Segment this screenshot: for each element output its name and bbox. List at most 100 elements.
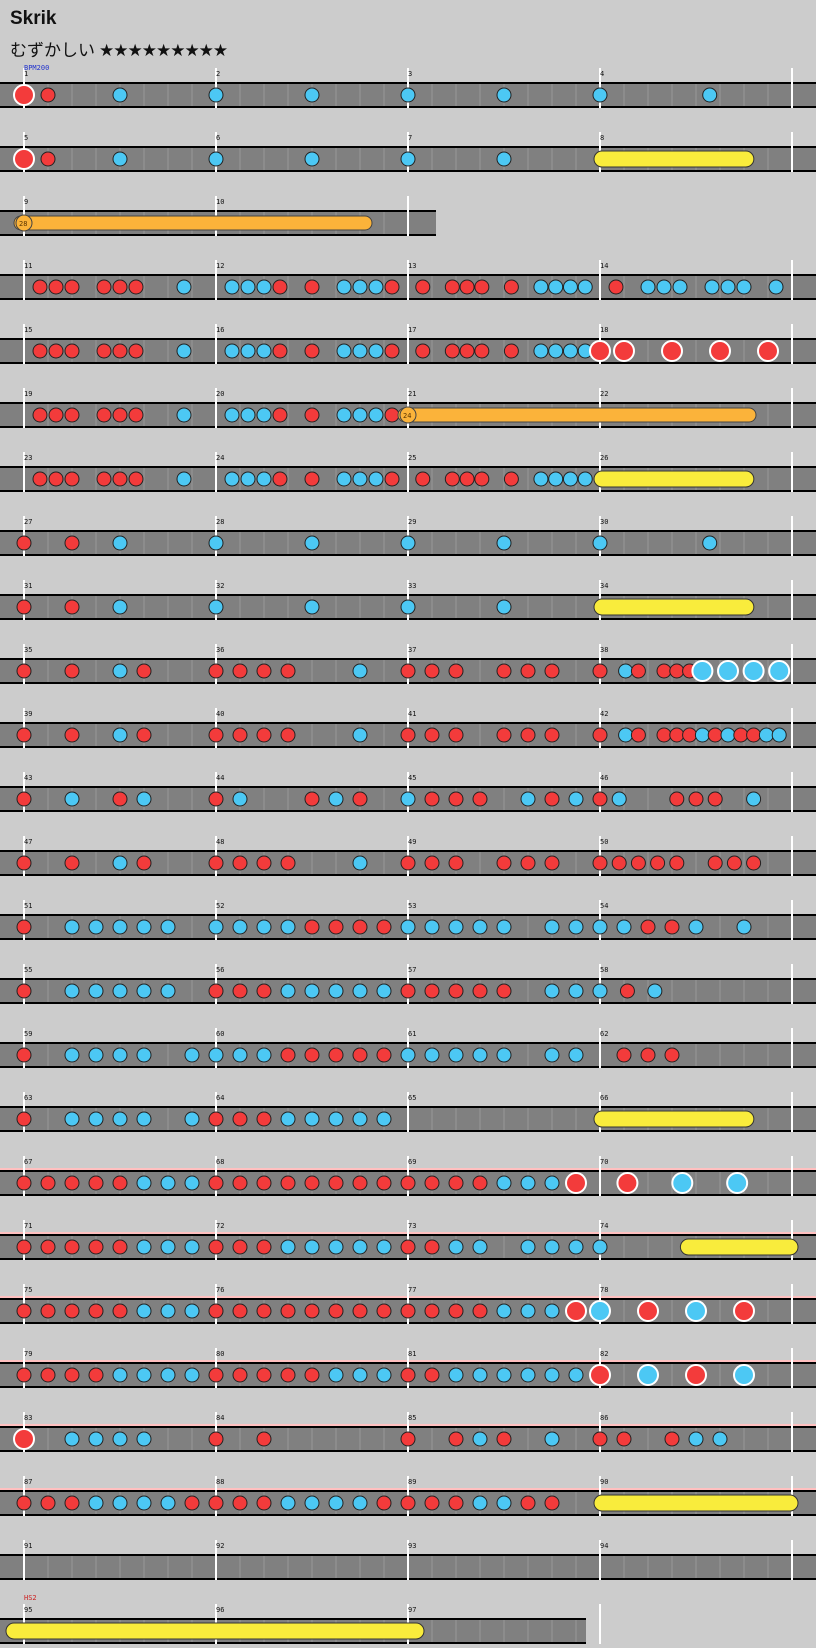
ka-note <box>616 919 632 935</box>
don-note <box>352 1303 368 1319</box>
measure-number: 7 <box>408 134 412 142</box>
don-note <box>592 855 608 871</box>
measure-number: 50 <box>600 838 608 846</box>
don-note <box>448 1303 464 1319</box>
measure-number: 92 <box>216 1542 224 1550</box>
measure-number: 93 <box>408 1542 416 1550</box>
ka-note <box>88 1111 104 1127</box>
ka-note <box>112 1495 128 1511</box>
measure-number: 74 <box>600 1222 608 1230</box>
ka-note <box>448 1047 464 1063</box>
ka-note <box>544 919 560 935</box>
don-note <box>400 1175 416 1191</box>
don-note <box>376 1175 392 1191</box>
don-note <box>328 1175 344 1191</box>
ka-note <box>336 471 352 487</box>
don-note <box>669 663 685 679</box>
don-note <box>40 151 56 167</box>
don-note <box>503 343 519 359</box>
don-note <box>16 983 32 999</box>
ka-note <box>352 663 368 679</box>
measure-number: 24 <box>216 454 224 462</box>
ka-note <box>496 1303 512 1319</box>
measure-number: 29 <box>408 518 416 526</box>
ka-note <box>472 1495 488 1511</box>
ka-note <box>112 983 128 999</box>
ka-note <box>304 1111 320 1127</box>
big-ka-note <box>685 1300 707 1322</box>
ka-note <box>224 471 240 487</box>
don-note <box>208 1303 224 1319</box>
ka-note <box>702 535 718 551</box>
don-note <box>400 1367 416 1383</box>
measure-number: 27 <box>24 518 32 526</box>
ka-note <box>647 983 663 999</box>
ka-note <box>720 279 736 295</box>
ka-note <box>336 279 352 295</box>
ka-note <box>496 1367 512 1383</box>
big-don-note <box>589 340 611 362</box>
measure-number: 47 <box>24 838 32 846</box>
don-note <box>48 343 64 359</box>
ka-note <box>304 599 320 615</box>
big-ka-note <box>726 1172 749 1194</box>
ka-note <box>424 1047 440 1063</box>
measure-number: 79 <box>24 1350 32 1358</box>
chart-row: 47 48 49 50 <box>0 836 816 876</box>
measure-number: 1 <box>24 70 28 78</box>
don-note <box>96 343 112 359</box>
ka-note <box>136 1303 152 1319</box>
don-note <box>496 1431 512 1447</box>
don-note <box>472 1175 488 1191</box>
measure-number: 9 <box>24 198 28 206</box>
don-note <box>208 791 224 807</box>
ka-note <box>328 1239 344 1255</box>
ka-note <box>496 151 512 167</box>
chart-row: 43 44 45 46 <box>0 772 816 812</box>
ka-note <box>112 919 128 935</box>
big-don-note <box>637 1300 659 1322</box>
ka-note <box>136 983 152 999</box>
ka-note <box>136 791 152 807</box>
ka-note <box>224 343 240 359</box>
ka-note <box>400 535 416 551</box>
don-note <box>16 727 32 743</box>
don-note <box>726 855 742 871</box>
don-note <box>496 983 512 999</box>
don-note <box>424 983 440 999</box>
measure-number: 69 <box>408 1158 416 1166</box>
ka-note <box>352 407 368 423</box>
chart-row: 31 32 33 34 <box>0 580 816 620</box>
ka-note <box>208 1047 224 1063</box>
ka-note <box>184 1175 200 1191</box>
measure-number: 70 <box>600 1158 608 1166</box>
measure-number: 48 <box>216 838 224 846</box>
ka-note <box>232 919 248 935</box>
ka-note <box>568 1239 584 1255</box>
don-note <box>424 1367 440 1383</box>
measure-number: 39 <box>24 710 32 718</box>
don-note <box>630 855 646 871</box>
don-note <box>384 279 400 295</box>
don-note <box>384 343 400 359</box>
don-note <box>544 855 560 871</box>
don-note <box>64 663 80 679</box>
big-don-note <box>733 1300 755 1322</box>
ka-note <box>352 727 368 743</box>
chart-row: 91 92 93 94 <box>0 1540 816 1580</box>
don-note <box>208 1431 224 1447</box>
ka-note <box>88 983 104 999</box>
measure-number: 6 <box>216 134 220 142</box>
ka-note <box>592 1239 608 1255</box>
don-note <box>16 1111 32 1127</box>
don-note <box>64 727 80 743</box>
don-note <box>112 471 128 487</box>
ka-note <box>176 343 192 359</box>
ka-note <box>352 1239 368 1255</box>
don-note <box>96 279 112 295</box>
don-note <box>503 471 519 487</box>
don-note <box>448 855 464 871</box>
ka-note <box>544 1303 560 1319</box>
don-note <box>272 407 288 423</box>
song-title: Skrik <box>10 8 57 29</box>
